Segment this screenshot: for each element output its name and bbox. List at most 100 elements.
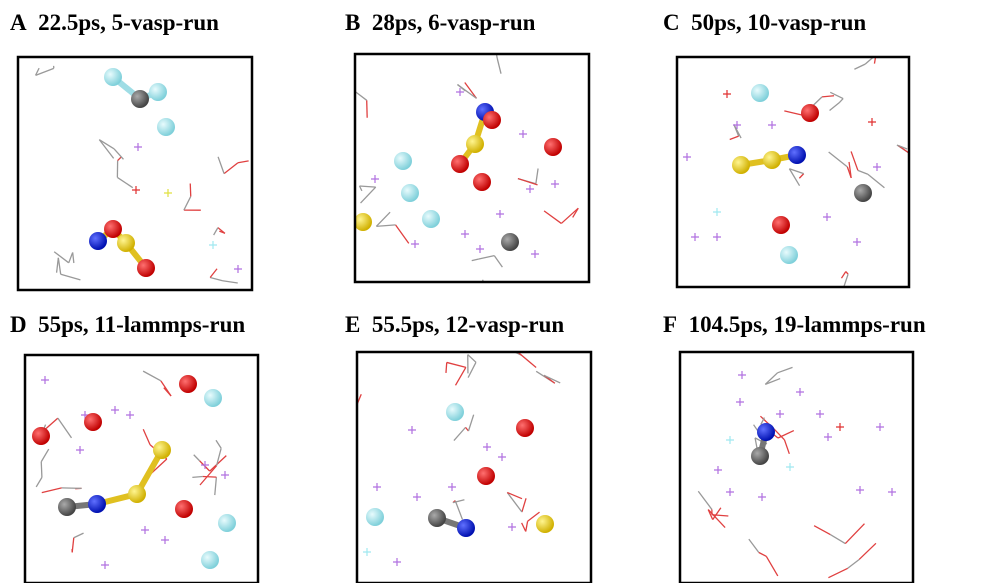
stick	[355, 90, 357, 93]
cross	[448, 483, 456, 491]
stick	[98, 139, 115, 150]
atom	[751, 84, 769, 102]
stick	[846, 166, 852, 179]
stick	[358, 185, 363, 192]
stick	[355, 91, 368, 101]
stick	[35, 67, 55, 76]
stick	[492, 38, 494, 48]
stick	[748, 538, 760, 553]
atom	[366, 508, 384, 526]
stick	[60, 273, 81, 281]
stick	[359, 185, 376, 188]
stick	[854, 63, 866, 70]
stick	[543, 374, 561, 384]
stick	[471, 258, 479, 262]
stick	[844, 523, 865, 544]
cross	[836, 423, 844, 431]
cross	[41, 376, 49, 384]
cross	[363, 548, 371, 556]
stick	[142, 370, 162, 382]
snapshot	[16, 55, 254, 292]
atom	[757, 423, 775, 441]
atom	[89, 232, 107, 250]
cross	[796, 388, 804, 396]
stick	[712, 507, 722, 520]
stick	[829, 102, 840, 112]
cross	[164, 189, 172, 197]
snapshot	[23, 353, 260, 583]
panel-label: E	[345, 312, 360, 337]
panel-label: A	[10, 10, 27, 35]
atom	[175, 500, 193, 518]
stick	[850, 151, 859, 171]
atom	[780, 246, 798, 264]
stick	[57, 257, 62, 275]
cross	[738, 371, 746, 379]
cross	[691, 233, 699, 241]
stick	[864, 57, 875, 65]
stick	[783, 439, 790, 455]
cross	[888, 488, 896, 496]
stick	[845, 271, 849, 275]
cross	[683, 153, 691, 161]
stick	[467, 362, 477, 378]
cross	[161, 536, 169, 544]
stick	[376, 224, 396, 227]
panel-title: C 50ps, 10-vasp-run	[663, 10, 866, 35]
stick	[873, 57, 877, 64]
atom	[536, 515, 554, 533]
atom	[84, 413, 102, 431]
stick	[53, 251, 70, 264]
atom	[401, 184, 419, 202]
cross	[498, 453, 506, 461]
panel-caption: 55.5ps, 12-vasp-run	[372, 312, 565, 337]
panel-title: A 22.5ps, 5-vasp-run	[10, 10, 219, 35]
atom	[457, 519, 475, 537]
panel-frame	[678, 350, 915, 583]
cross	[714, 466, 722, 474]
stick	[525, 521, 529, 532]
stick	[360, 186, 377, 204]
atom	[772, 216, 790, 234]
cross	[736, 398, 744, 406]
cross	[483, 443, 491, 451]
stick	[760, 417, 765, 425]
stick	[183, 196, 192, 211]
atom	[153, 441, 171, 459]
cross	[76, 446, 84, 454]
cross	[456, 88, 464, 96]
stick	[237, 160, 249, 164]
cross	[111, 406, 119, 414]
stick	[41, 487, 62, 494]
cross	[876, 423, 884, 431]
stick	[847, 558, 860, 569]
panel-title: F 104.5ps, 19-lammps-run	[663, 312, 926, 337]
panel-frame	[675, 55, 911, 289]
cross	[758, 493, 766, 501]
cross	[723, 90, 731, 98]
atom	[763, 151, 781, 169]
stick	[160, 380, 172, 397]
stick	[527, 511, 540, 522]
stick	[73, 532, 84, 539]
stick	[454, 367, 467, 386]
stick	[729, 135, 739, 141]
stick	[828, 151, 848, 168]
stick	[789, 168, 804, 175]
stick	[61, 487, 82, 490]
atom	[473, 173, 491, 191]
stick	[829, 91, 844, 100]
atom	[204, 389, 222, 407]
atom	[732, 156, 750, 174]
snapshot	[678, 350, 915, 583]
stick	[774, 429, 785, 441]
stick	[223, 162, 239, 175]
panel-caption: 50ps, 10-vasp-run	[691, 10, 866, 35]
panel-label: D	[10, 312, 27, 337]
molecules	[683, 57, 909, 287]
atom	[201, 551, 219, 569]
panel-title: D 55ps, 11-lammps-run	[10, 312, 245, 337]
panel-frame	[355, 350, 593, 583]
panel-label: B	[345, 10, 360, 35]
